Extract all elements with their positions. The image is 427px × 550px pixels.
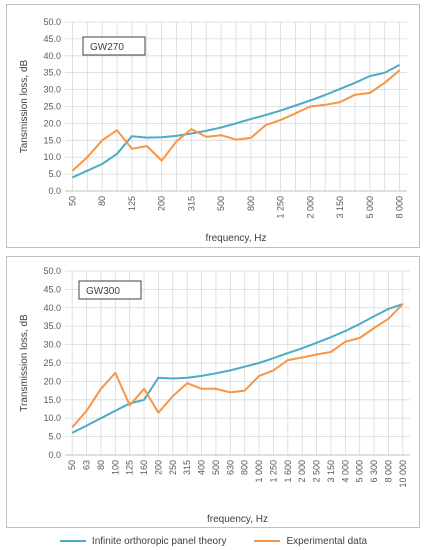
gw300-x-tick-label: 630: [225, 460, 235, 475]
gw270-title: GW270: [90, 42, 124, 53]
gw270-x-tick-label: 3 150: [335, 196, 345, 219]
gw300-y-tick-label: 50.0: [43, 266, 61, 276]
gw300-x-tick-label: 2 500: [312, 460, 322, 483]
gw300-series-experimental-line: [71, 303, 404, 429]
gw270-x-tick-label: 1 250: [276, 196, 286, 219]
gw300-y-tick-label: 25.0: [43, 358, 61, 368]
gw300-x-tick-label: 800: [240, 460, 250, 475]
gw300-x-tick-label: 10 000: [398, 460, 408, 488]
gw270-y-tick-label: 35.0: [43, 68, 61, 78]
gw270-y-tick-label: 50.0: [43, 17, 61, 27]
gw300-x-tick-label: 500: [211, 460, 221, 475]
gw270-x-tick-label: 8 000: [395, 196, 405, 219]
legend-swatch-theory: [59, 540, 86, 542]
gw300-x-tick-label: 1 250: [268, 460, 278, 483]
gw300-x-tick-label: 63: [82, 460, 92, 470]
gw270-x-tick-label: 315: [186, 196, 196, 211]
gw300-series-theory-line: [71, 303, 404, 434]
gw300-title: GW300: [86, 286, 120, 297]
gw300-y-tick-label: 0.0: [48, 450, 61, 460]
chart-gw270-svg: 0.0 5.0 10.0 15.0 20.0 25.0 30.0 35.0 40.0 45.0 50…: [19, 17, 407, 244]
gw270-y-tick-label: 10.0: [43, 152, 61, 162]
gw270-x-tick-label: 80: [97, 196, 107, 206]
gw300-x-tick-label: 2 000: [297, 460, 307, 483]
gw270-y-tick-label: 40.0: [43, 51, 61, 61]
gw300-y-tick-label: 15.0: [43, 395, 61, 405]
gw300-x-tick-label: 5 000: [355, 460, 365, 483]
chart-gw300-svg: 0.0 5.0 10.0 15.0 20.0 25.0 30.0 35.0 40.0 45.0 50…: [19, 266, 410, 525]
legend-label-experimental: Experimental data: [286, 535, 368, 547]
gw300-y-tick-label: 35.0: [43, 321, 61, 331]
gw300-x-axis-title: frequency, Hz: [207, 514, 268, 525]
gw270-x-tick-label: 500: [216, 196, 226, 211]
gw300-y-axis-title: Transmission loss, dB: [19, 314, 30, 412]
gw270-y-tick-label: 20.0: [43, 118, 61, 128]
gw270-y-tick-label: 45.0: [43, 34, 61, 44]
gw300-x-tick-label: 8 000: [383, 460, 393, 483]
gw270-x-tick-label: 125: [127, 196, 137, 211]
gw300-x-tick-label: 125: [125, 460, 135, 475]
gw300-x-tick-label: 400: [197, 460, 207, 475]
gw300-x-tick-label: 100: [110, 460, 120, 475]
gw300-x-tick-label: 4 000: [340, 460, 350, 483]
legend: Infinite orthoropic panel theory Experim…: [0, 532, 427, 550]
gw300-x-tick-label: 250: [168, 460, 178, 475]
gw300-y-tick-label: 40.0: [43, 303, 61, 313]
gw270-x-tick-label: 50: [67, 196, 77, 206]
legend-swatch-experimental: [254, 540, 281, 542]
legend-item-theory: Infinite orthoropic panel theory: [59, 535, 227, 547]
gw300-y-tick-label: 10.0: [43, 413, 61, 423]
gw270-x-axis-title: frequency, Hz: [206, 233, 267, 244]
gw270-series-experimental-line: [71, 69, 401, 172]
gw300-y-tick-label: 30.0: [43, 340, 61, 350]
gw300-x-tick-label: 1 600: [283, 460, 293, 483]
gw300-x-tick-label: 50: [67, 460, 77, 470]
gw300-y-tick-label: 20.0: [43, 376, 61, 386]
gw300-title-box: [78, 280, 142, 300]
gw270-x-tick-label: 2 000: [305, 196, 315, 219]
legend-label-theory: Infinite orthoropic panel theory: [91, 535, 227, 547]
gw300-x-tick-label: 315: [182, 460, 192, 475]
gw300-x-tick-label: 200: [153, 460, 163, 475]
chart-gw270: 0.0 5.0 10.0 15.0 20.0 25.0 30.0 35.0 40.0 45.0 50…: [6, 4, 420, 248]
gw270-x-tick-label: 200: [157, 196, 167, 211]
gw300-x-tick-label: 1 000: [254, 460, 264, 483]
gw270-x-tick-label: 5 000: [365, 196, 375, 219]
gw270-y-axis-title: Tansmission loss, dB: [19, 59, 30, 153]
gw270-y-tick-label: 5.0: [48, 169, 61, 179]
gw300-x-tick-label: 160: [139, 460, 149, 475]
gw300-x-tick-label: 3 150: [326, 460, 336, 483]
gw270-x-tick-label: 800: [246, 196, 256, 211]
gw300-y-tick-label: 45.0: [43, 284, 61, 294]
legend-item-experimental: Experimental data: [254, 536, 367, 547]
gw300-x-tick-label: 6 300: [369, 460, 379, 483]
gw270-y-tick-label: 0.0: [48, 186, 61, 196]
gw300-x-tick-label: 80: [96, 460, 106, 470]
gw270-y-tick-label: 25.0: [43, 102, 61, 112]
chart-gw300: 0.0 5.0 10.0 15.0 20.0 25.0 30.0 35.0 40.0 45.0 50…: [6, 256, 420, 528]
gw300-y-tick-label: 5.0: [48, 432, 61, 442]
gw270-title-box: [82, 36, 146, 56]
gw270-y-tick-label: 15.0: [43, 135, 61, 145]
gw270-y-tick-label: 30.0: [43, 85, 61, 95]
